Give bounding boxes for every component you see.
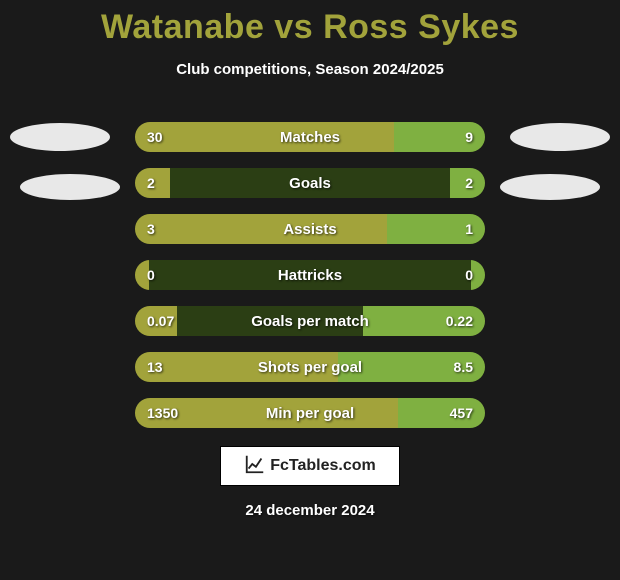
bar-row: 138.5Shots per goal bbox=[135, 352, 485, 382]
page-title: Watanabe vs Ross Sykes bbox=[0, 0, 620, 47]
bar-right-fill bbox=[338, 352, 485, 382]
bar-left-fill bbox=[135, 168, 170, 198]
player-left-avatar-placeholder-2 bbox=[20, 174, 120, 200]
bar-row: 1350457Min per goal bbox=[135, 398, 485, 428]
bar-row: 31Assists bbox=[135, 214, 485, 244]
bar-left-fill bbox=[135, 260, 149, 290]
bar-row: 309Matches bbox=[135, 122, 485, 152]
comparison-bars: 309Matches 22Goals 31Assists 00Hattricks 0.0… bbox=[135, 122, 485, 444]
bar-label: Goals bbox=[135, 168, 485, 198]
bar-left-fill bbox=[135, 306, 177, 336]
bar-right-fill bbox=[394, 122, 485, 152]
player-right-avatar-placeholder-2 bbox=[500, 174, 600, 200]
bar-row: 22Goals bbox=[135, 168, 485, 198]
date-label: 24 december 2024 bbox=[0, 502, 620, 519]
branding-badge: FcTables.com bbox=[220, 446, 400, 486]
bar-right-fill bbox=[363, 306, 486, 336]
bar-right-fill bbox=[450, 168, 485, 198]
branding-text: FcTables.com bbox=[270, 457, 376, 475]
bar-label: Hattricks bbox=[135, 260, 485, 290]
bar-left-fill bbox=[135, 398, 398, 428]
bar-row: 0.070.22Goals per match bbox=[135, 306, 485, 336]
bar-left-fill bbox=[135, 122, 394, 152]
bar-right-fill bbox=[387, 214, 485, 244]
bar-left-fill bbox=[135, 214, 387, 244]
bar-right-fill bbox=[471, 260, 485, 290]
chart-icon bbox=[244, 453, 266, 480]
player-right-avatar-placeholder-1 bbox=[510, 123, 610, 151]
bar-row: 00Hattricks bbox=[135, 260, 485, 290]
bar-right-fill bbox=[398, 398, 486, 428]
subtitle: Club competitions, Season 2024/2025 bbox=[0, 61, 620, 78]
bar-left-fill bbox=[135, 352, 338, 382]
player-left-avatar-placeholder-1 bbox=[10, 123, 110, 151]
